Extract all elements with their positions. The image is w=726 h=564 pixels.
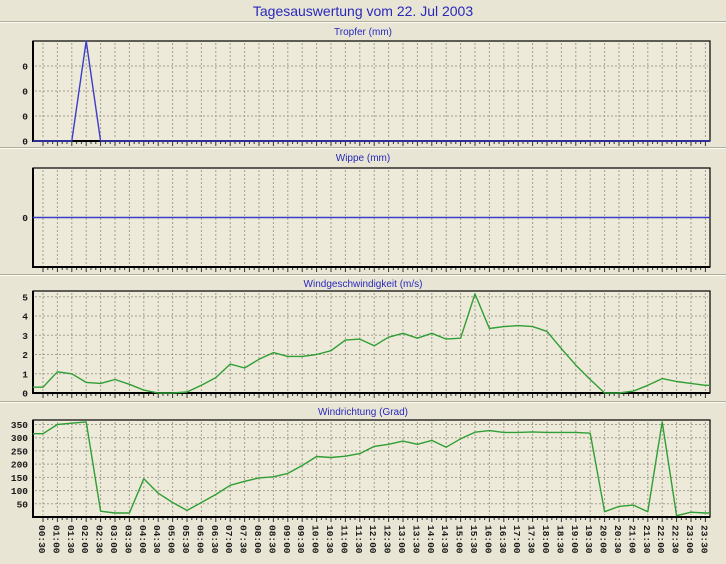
- y-tick-label: 300: [11, 433, 28, 444]
- y-tick-label: 4: [22, 312, 28, 323]
- x-tick-label: 15:30: [468, 525, 479, 554]
- x-tick-label: 00:30: [36, 525, 47, 554]
- chart-panel-3: 50 100 150 200 250 300 350 00:30 01:00 01:30 02:00…: [11, 419, 711, 554]
- x-tick-label: 05:00: [166, 525, 177, 554]
- x-tick-label: 11:00: [338, 525, 349, 554]
- chart-title-windrichtung: Windrichtung (Grad): [317, 407, 409, 418]
- x-tick-label: 08:00: [252, 525, 263, 554]
- x-tick-label: 23:00: [684, 525, 695, 554]
- y-tick-label: 0: [22, 112, 28, 123]
- x-tick-label: 03:30: [122, 525, 133, 554]
- x-tick-label: 15:00: [454, 525, 465, 554]
- x-tick-label: 10:30: [324, 525, 335, 554]
- y-tick-label: 0: [22, 213, 28, 224]
- x-tick-label: 12:30: [382, 525, 393, 554]
- x-tick-label: 04:30: [151, 525, 162, 554]
- y-tick-label: 2: [22, 350, 28, 361]
- x-tick-label: 20:30: [612, 525, 623, 554]
- x-tick-label: 11:30: [353, 525, 364, 554]
- chart-panel-2: 0 1 2 3 4 5: [22, 290, 711, 400]
- x-tick-label: 02:00: [79, 525, 90, 554]
- x-tick-label: 03:00: [108, 525, 119, 554]
- x-tick-label: 09:30: [295, 525, 306, 554]
- x-tick-label: 06:30: [209, 525, 220, 554]
- x-tick-label: 08:30: [266, 525, 277, 554]
- x-tick-label: 10:00: [310, 525, 321, 554]
- x-tick-label: 02:30: [94, 525, 105, 554]
- x-tick-label: 01:30: [65, 525, 76, 554]
- y-tick-label: 200: [11, 460, 28, 471]
- x-tick-label: 17:30: [526, 525, 537, 554]
- x-tick-label: 20:00: [598, 525, 609, 554]
- chart-title-windgeschwindigkeit: Windgeschwindigkeit (m/s): [303, 279, 423, 290]
- separator-line: [0, 147, 726, 149]
- x-tick-label: 19:30: [583, 525, 594, 554]
- x-tick-label: 13:00: [396, 525, 407, 554]
- x-tick-label: 06:00: [194, 525, 205, 554]
- y-tick-label: 0: [22, 87, 28, 98]
- x-tick-label: 01:00: [50, 525, 61, 554]
- x-tick-label: 14:30: [439, 525, 450, 554]
- y-tick-label: 150: [11, 473, 28, 484]
- page-title: Tagesauswertung vom 22. Jul 2003: [252, 3, 474, 19]
- x-tick-label: 09:00: [281, 525, 292, 554]
- chart-panel-1: 0: [22, 167, 711, 272]
- series-line-2: [33, 293, 710, 394]
- y-tick-label: 100: [11, 486, 28, 497]
- separator-line: [0, 274, 726, 276]
- x-tick-label: 23:30: [698, 525, 709, 554]
- y-tick-label: 3: [22, 331, 28, 342]
- x-tick-label: 13:30: [410, 525, 421, 554]
- x-tick-label: 12:00: [367, 525, 378, 554]
- x-tick-label: 16:00: [482, 525, 493, 554]
- x-tick-label: 16:30: [497, 525, 508, 554]
- x-tick-label: 19:00: [569, 525, 580, 554]
- y-tick-label: 5: [22, 292, 28, 303]
- chart-title-wippe: Wippe (mm): [335, 153, 391, 164]
- y-tick-label: 0: [22, 389, 28, 400]
- y-tick-label: 0: [22, 137, 28, 148]
- x-tick-label: 14:00: [425, 525, 436, 554]
- x-tick-label: 04:00: [137, 525, 148, 554]
- y-tick-label: 1: [22, 369, 28, 380]
- x-tick-label: 21:00: [626, 525, 637, 554]
- x-tick-label: 05:30: [180, 525, 191, 554]
- separator-line: [0, 401, 726, 403]
- y-tick-label: 50: [17, 499, 29, 510]
- y-tick-label: 250: [11, 446, 28, 457]
- y-tick-label: 350: [11, 420, 28, 431]
- x-tick-label: 22:00: [655, 525, 666, 554]
- chart-panel-0: 0 0 0 0: [22, 40, 711, 148]
- x-tick-label: 17:00: [511, 525, 522, 554]
- x-tick-label: 22:30: [670, 525, 681, 554]
- separator-line: [0, 21, 726, 23]
- x-tick-label: 07:30: [238, 525, 249, 554]
- series-line-3: [33, 421, 710, 517]
- x-tick-label: 07:00: [223, 525, 234, 554]
- x-tick-label: 18:00: [540, 525, 551, 554]
- x-tick-label: 21:30: [641, 525, 652, 554]
- plot-area: [33, 291, 710, 393]
- chart-title-tropfer: Tropfer (mm): [334, 27, 392, 38]
- x-tick-label: 18:30: [554, 525, 565, 554]
- y-tick-label: 0: [22, 62, 28, 73]
- series-line-0: [33, 40, 710, 142]
